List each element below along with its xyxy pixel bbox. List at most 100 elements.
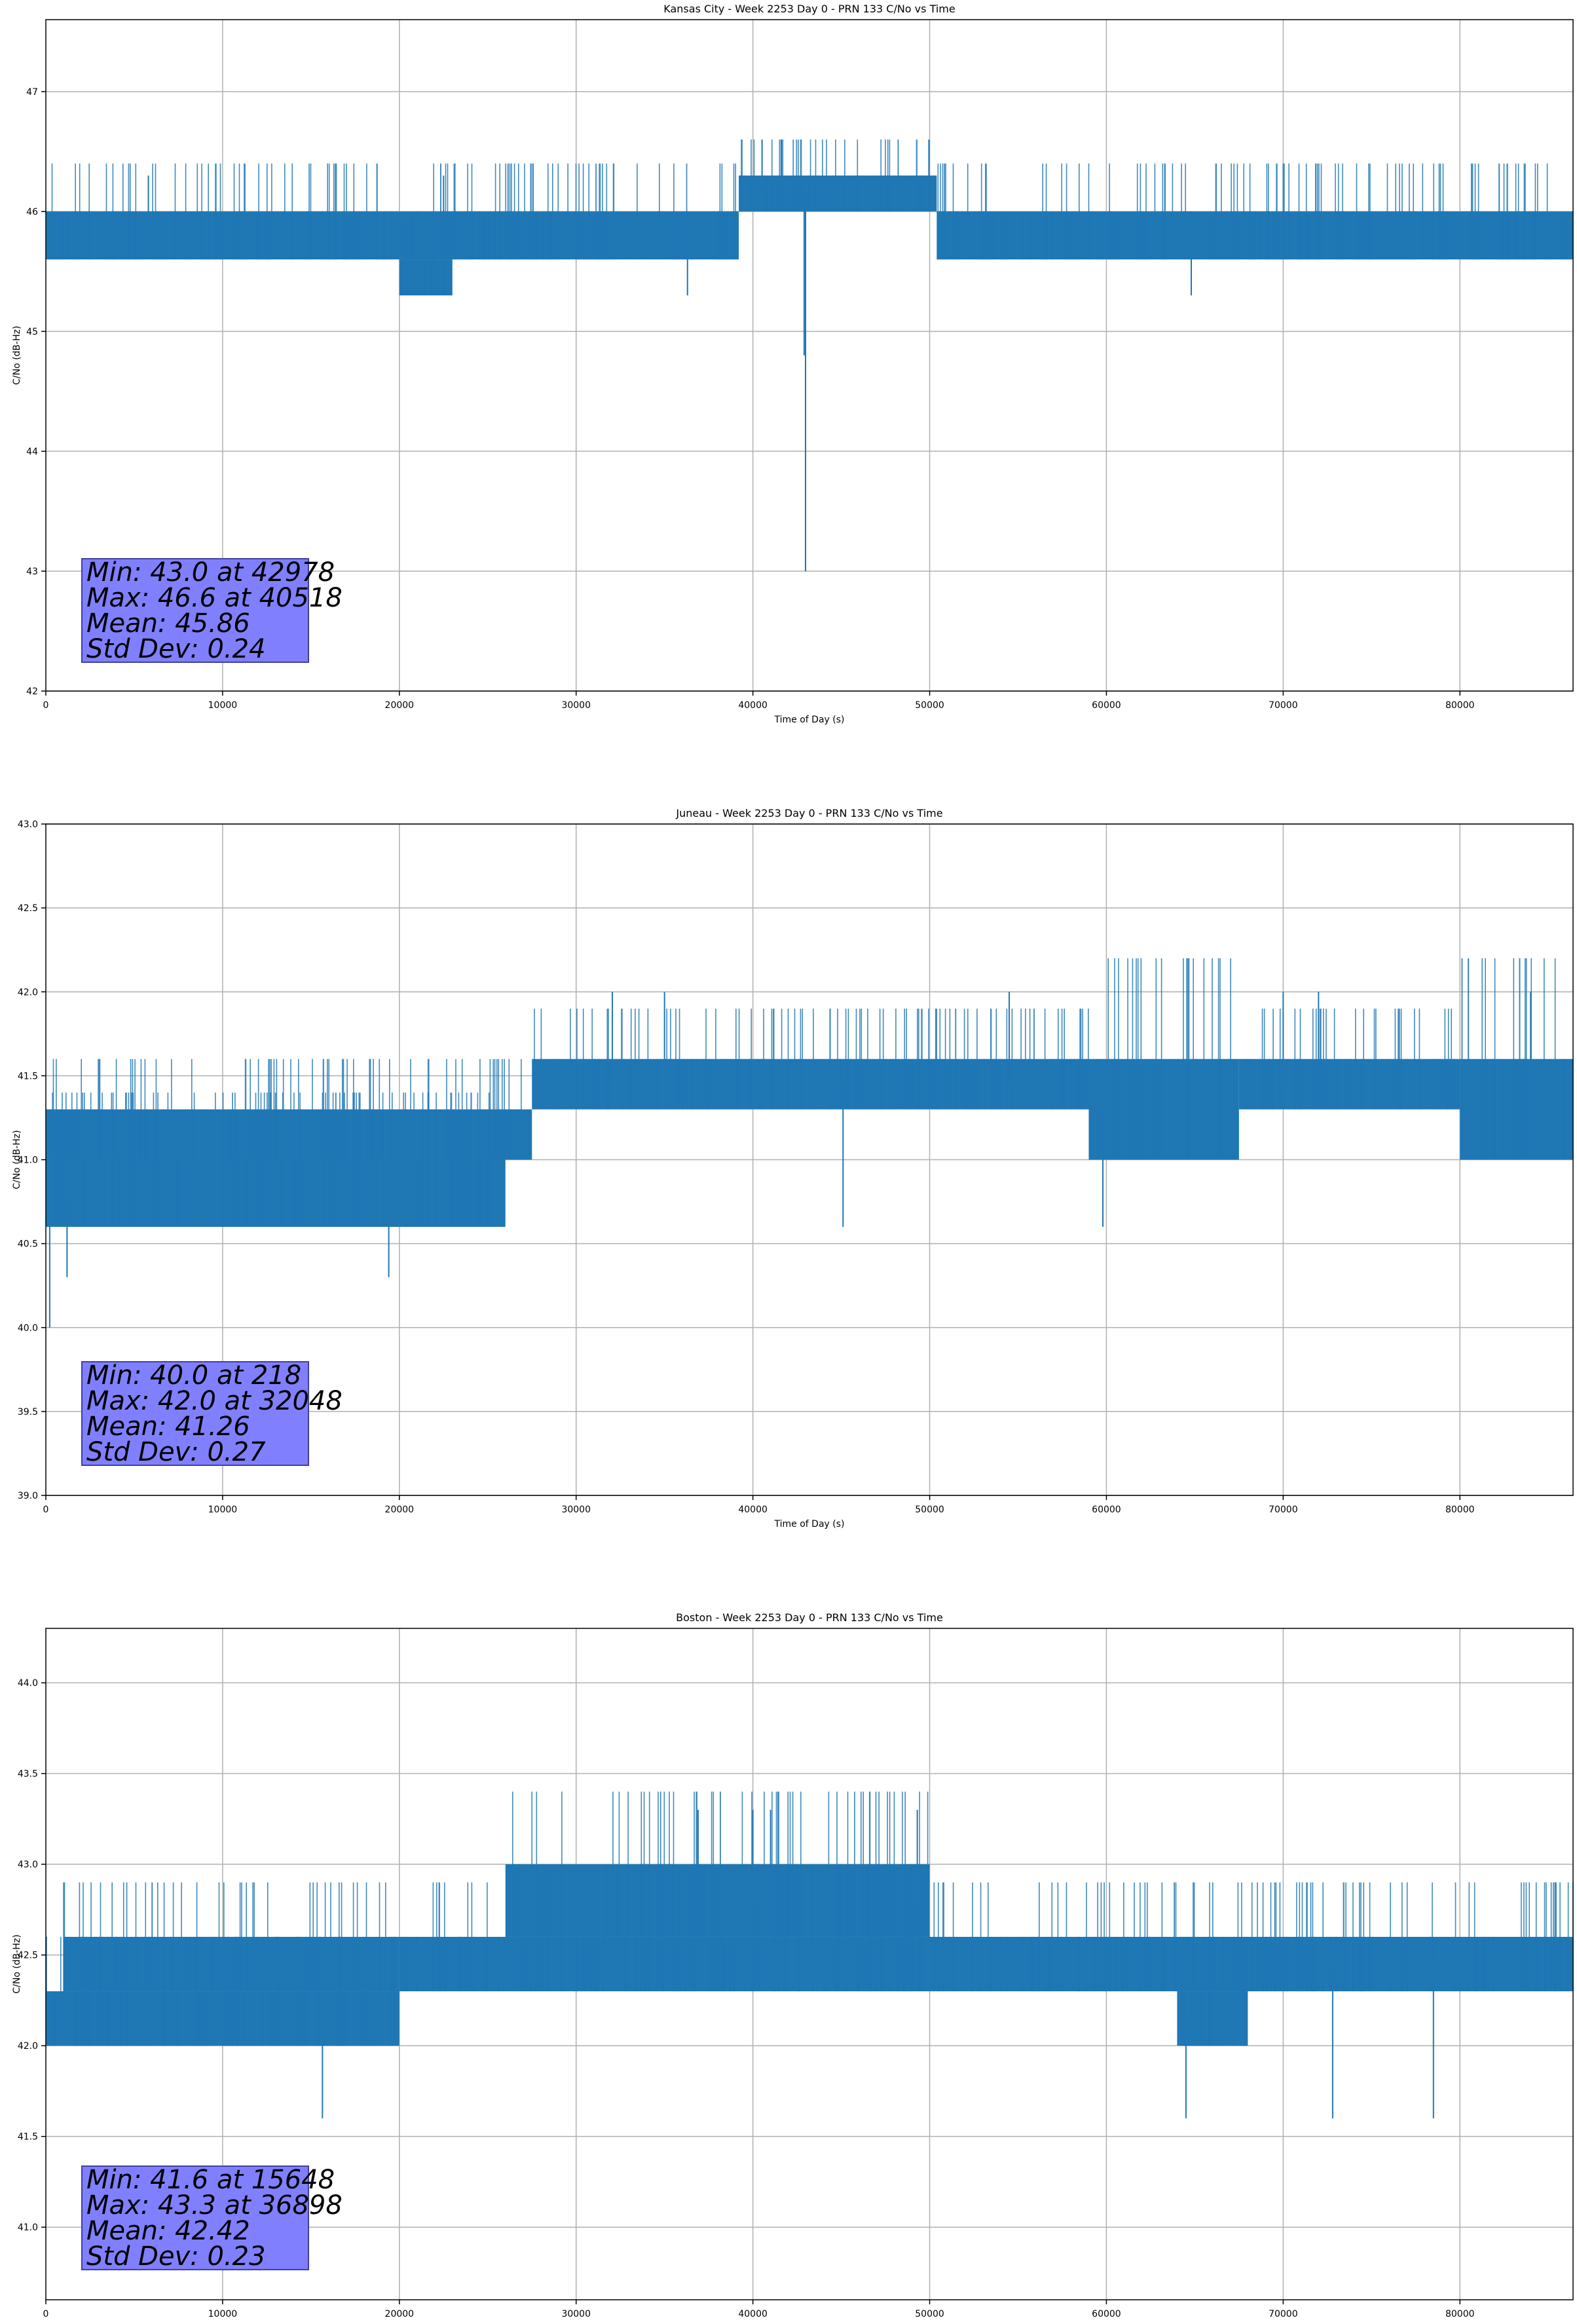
y-tick-label: 41.5 bbox=[18, 1071, 38, 1081]
x-tick-label: 80000 bbox=[1445, 2309, 1475, 2319]
y-tick-label: 40.5 bbox=[18, 1239, 38, 1250]
y-tick-label: 47 bbox=[26, 87, 38, 98]
y-tick-label: 43.0 bbox=[18, 819, 38, 830]
data-flicker bbox=[933, 1882, 1574, 1992]
y-tick-label: 42.5 bbox=[18, 903, 38, 914]
x-tick-label: 30000 bbox=[561, 1505, 591, 1515]
chart-panel-0: 0 10000 20000 30000 40000 50000 60000 70000 8000… bbox=[12, 3, 1574, 725]
stats-min: Min: 41.6 at 15648 bbox=[86, 2165, 335, 2195]
data-flicker bbox=[63, 1882, 395, 1992]
y-tick-label: 42.5 bbox=[18, 1951, 38, 1961]
x-axis-label: Time of Day (s) bbox=[774, 715, 845, 725]
x-tick-label: 0 bbox=[43, 1505, 49, 1515]
y-tick-label: 43.5 bbox=[18, 1769, 38, 1780]
y-axis-label: C/No (dB-Hz) bbox=[12, 326, 22, 384]
y-tick-label: 39.0 bbox=[18, 1491, 38, 1501]
x-tick-label: 50000 bbox=[915, 1505, 944, 1515]
y-tick-label: 41.0 bbox=[18, 2222, 38, 2233]
x-tick-label: 70000 bbox=[1269, 700, 1298, 711]
stats-max: Max: 46.6 at 40518 bbox=[86, 583, 343, 613]
y-tick-label: 46 bbox=[26, 207, 38, 217]
y-axis-label: C/No (dB-Hz) bbox=[12, 1934, 22, 1993]
x-tick-label: 80000 bbox=[1445, 700, 1475, 711]
data-band bbox=[46, 1991, 399, 2046]
x-tick-label: 50000 bbox=[915, 700, 944, 711]
x-tick-label: 40000 bbox=[738, 2309, 768, 2319]
x-axis-label: Time of Day (s) bbox=[774, 1519, 845, 1529]
x-tick-label: 30000 bbox=[561, 2309, 591, 2319]
x-tick-label: 70000 bbox=[1269, 1505, 1298, 1515]
y-tick-label: 43.0 bbox=[18, 1860, 38, 1870]
x-tick-label: 20000 bbox=[385, 2309, 415, 2319]
data-band bbox=[739, 175, 937, 212]
data-flicker bbox=[1245, 1008, 1455, 1110]
chart-title: Kansas City - Week 2253 Day 0 - PRN 133 … bbox=[663, 3, 955, 15]
y-tick-label: 45 bbox=[26, 327, 38, 337]
data-flicker bbox=[534, 1008, 1089, 1110]
x-tick-label: 80000 bbox=[1445, 1505, 1475, 1515]
data-flicker bbox=[400, 223, 445, 295]
plot-frame bbox=[45, 1628, 1574, 2300]
x-tick-label: 50000 bbox=[915, 2309, 944, 2319]
data-band bbox=[532, 1059, 1089, 1110]
y-tick-label: 39.5 bbox=[18, 1407, 38, 1417]
x-tick-label: 0 bbox=[43, 700, 49, 711]
x-tick-label: 10000 bbox=[208, 1505, 238, 1515]
data-band bbox=[1177, 1991, 1248, 2046]
x-tick-label: 20000 bbox=[385, 700, 415, 711]
chart-title: Juneau - Week 2253 Day 0 - PRN 133 C/No … bbox=[675, 807, 942, 819]
x-tick-label: 40000 bbox=[738, 1505, 768, 1515]
chart-panel-1: 0 10000 20000 30000 40000 50000 60000 70000 8000… bbox=[12, 807, 1574, 1529]
stats-min: Min: 43.0 at 42978 bbox=[86, 557, 335, 588]
stats-min: Min: 40.0 at 218 bbox=[86, 1360, 302, 1391]
data-flicker bbox=[403, 1882, 924, 1992]
stats-max: Max: 42.0 at 32048 bbox=[86, 1386, 343, 1416]
data-series-cno bbox=[46, 1791, 1574, 2118]
data-band bbox=[399, 259, 453, 295]
stats-std-dev: Std Dev: 0.27 bbox=[86, 1437, 266, 1467]
y-axis-label: C/No (dB-Hz) bbox=[12, 1130, 22, 1189]
stats-box-juneau: Min: 40.0 at 218 Max: 42.0 at 32048 Mean… bbox=[81, 1360, 343, 1467]
stats-mean: Mean: 41.26 bbox=[86, 1412, 250, 1442]
stats-mean: Mean: 42.42 bbox=[86, 2216, 250, 2246]
data-band bbox=[1238, 1059, 1460, 1110]
data-flicker bbox=[1184, 1936, 1247, 2046]
stats-box-boston: Min: 41.6 at 15648 Max: 43.3 at 36898 Me… bbox=[81, 2165, 343, 2272]
x-tick-label: 30000 bbox=[561, 700, 591, 711]
y-tick-label: 42 bbox=[26, 686, 38, 697]
x-tick-label: 60000 bbox=[1092, 1505, 1121, 1515]
y-tick-label: 43 bbox=[26, 567, 38, 577]
data-band bbox=[1460, 1059, 1573, 1160]
data-series-cno bbox=[46, 958, 1573, 1328]
chart-title: Boston - Week 2253 Day 0 - PRN 133 C/No … bbox=[676, 1611, 943, 1624]
data-series-cno bbox=[46, 140, 1573, 571]
stats-std-dev: Std Dev: 0.24 bbox=[86, 634, 266, 664]
chart-panel-2: 0 10000 20000 30000 40000 50000 60000 70000 8000… bbox=[12, 1611, 1574, 2324]
x-tick-label: 10000 bbox=[208, 700, 238, 711]
x-tick-label: 20000 bbox=[385, 1505, 415, 1515]
data-band bbox=[63, 1936, 399, 1992]
x-tick-label: 70000 bbox=[1269, 2309, 1298, 2319]
x-tick-label: 0 bbox=[43, 2309, 49, 2319]
y-tick-label: 42.0 bbox=[18, 987, 38, 998]
y-tick-label: 41.5 bbox=[18, 2132, 38, 2143]
stats-box-kansas-city: Min: 43.0 at 42978 Max: 46.6 at 40518 Me… bbox=[81, 557, 343, 664]
x-tick-label: 60000 bbox=[1092, 2309, 1121, 2319]
y-tick-label: 44.0 bbox=[18, 1678, 38, 1689]
data-flicker bbox=[1097, 958, 1234, 1160]
stats-max: Max: 43.3 at 36898 bbox=[86, 2190, 343, 2221]
data-flicker bbox=[51, 163, 736, 260]
stats-mean: Mean: 45.86 bbox=[86, 609, 250, 639]
y-tick-label: 40.0 bbox=[18, 1323, 38, 1334]
x-tick-label: 40000 bbox=[738, 700, 768, 711]
x-tick-label: 10000 bbox=[208, 2309, 238, 2319]
data-flicker bbox=[937, 163, 1567, 260]
stats-std-dev: Std Dev: 0.23 bbox=[86, 2241, 266, 2272]
y-tick-label: 42.0 bbox=[18, 2041, 38, 2052]
x-tick-label: 60000 bbox=[1092, 700, 1121, 711]
data-flicker bbox=[741, 140, 930, 212]
data-flicker bbox=[46, 1093, 492, 1227]
plot-frame bbox=[45, 19, 1574, 692]
y-tick-label: 44 bbox=[26, 447, 38, 457]
